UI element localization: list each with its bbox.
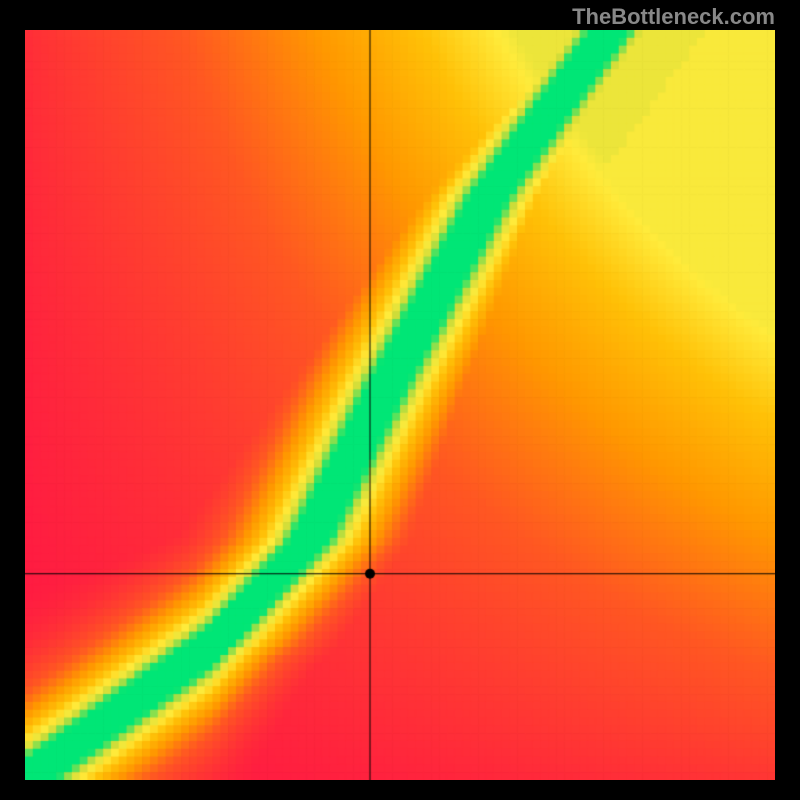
watermark-text: TheBottleneck.com [572, 4, 775, 30]
heatmap-canvas [25, 30, 775, 780]
chart-container: TheBottleneck.com [0, 0, 800, 800]
